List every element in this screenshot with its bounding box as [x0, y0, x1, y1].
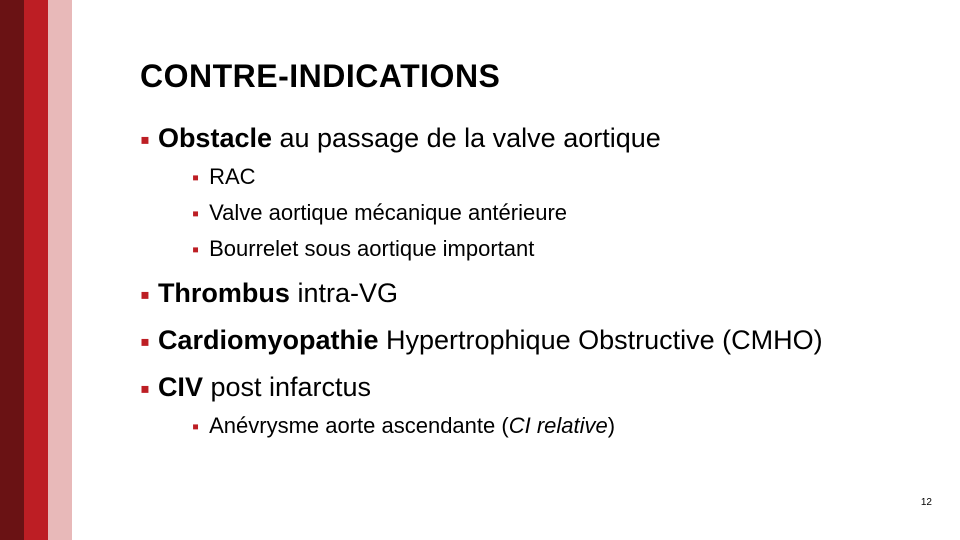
bullet-l2-bourrelet: ▪ Bourrelet sous aortique important	[192, 236, 940, 262]
square-bullet-icon: ▪	[140, 126, 150, 154]
bullet-l2-text: Valve aortique mécanique antérieure	[209, 200, 567, 226]
bullet-l2-text: Anévrysme aorte ascendante (CI relative)	[209, 413, 615, 439]
bullet-l1-cardiomyopathie: ▪ Cardiomyopathie Hypertrophique Obstruc…	[140, 325, 940, 356]
bullet-l1-obstacle: ▪ Obstacle au passage de la valve aortiq…	[140, 123, 940, 154]
bullet-l1-civ: ▪ CIV post infarctus	[140, 372, 940, 403]
side-stripe-mid	[24, 0, 48, 540]
bullet-l1-text: CIV post infarctus	[158, 372, 371, 403]
bullet-l1-text: Thrombus intra-VG	[158, 278, 398, 309]
slide-content: CONTRE-INDICATIONS ▪ Obstacle au passage…	[140, 58, 940, 443]
side-stripe-dark	[0, 0, 24, 540]
square-bullet-icon: ▪	[140, 328, 150, 356]
square-bullet-icon: ▪	[192, 417, 199, 437]
side-stripe-light	[48, 0, 72, 540]
square-bullet-icon: ▪	[192, 204, 199, 224]
bullet-l1-text: Cardiomyopathie Hypertrophique Obstructi…	[158, 325, 823, 356]
square-bullet-icon: ▪	[192, 168, 199, 188]
bullet-l2-text: Bourrelet sous aortique important	[209, 236, 534, 262]
square-bullet-icon: ▪	[192, 240, 199, 260]
bullet-l1-thrombus: ▪ Thrombus intra-VG	[140, 278, 940, 309]
bullet-l2-text: RAC	[209, 164, 255, 190]
slide-title: CONTRE-INDICATIONS	[140, 58, 940, 95]
page-number: 12	[921, 497, 932, 508]
bullet-l2-anevrysme: ▪ Anévrysme aorte ascendante (CI relativ…	[192, 413, 940, 439]
square-bullet-icon: ▪	[140, 375, 150, 403]
bullet-l2-valve: ▪ Valve aortique mécanique antérieure	[192, 200, 940, 226]
square-bullet-icon: ▪	[140, 281, 150, 309]
bullet-l2-rac: ▪ RAC	[192, 164, 940, 190]
bullet-l1-text: Obstacle au passage de la valve aortique	[158, 123, 661, 154]
